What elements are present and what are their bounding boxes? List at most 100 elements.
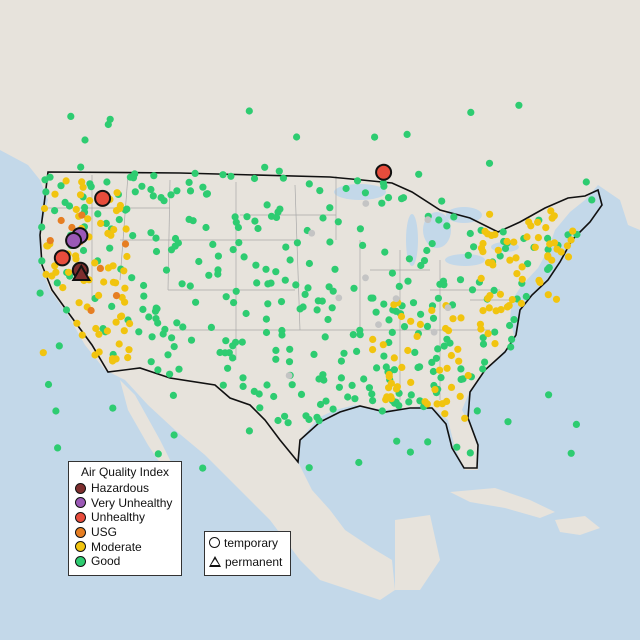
site-marker-good <box>435 216 443 224</box>
site-marker-good <box>417 310 425 318</box>
site-marker-good <box>263 201 271 209</box>
site-marker-good <box>214 252 222 260</box>
site-marker-moderate <box>72 255 80 263</box>
site-marker-good <box>456 276 465 284</box>
site-marker-moderate <box>447 383 456 391</box>
aqi-legend: Air Quality Index Hazardous Very Unhealth… <box>68 461 182 576</box>
circle-symbol-icon <box>209 537 220 548</box>
site-marker-good <box>416 363 424 371</box>
site-marker-moderate <box>73 319 81 327</box>
site-marker-moderate <box>531 243 539 251</box>
site-marker-good <box>545 264 553 272</box>
site-marker-moderate <box>492 307 500 315</box>
site-marker-moderate <box>442 324 450 333</box>
site-marker-good <box>459 375 467 383</box>
site-marker-good <box>219 381 227 389</box>
site-marker-moderate <box>39 349 47 357</box>
site-marker-good <box>423 246 431 255</box>
site-marker-good <box>316 400 325 409</box>
site-marker-moderate <box>464 371 472 380</box>
site-marker-moderate <box>125 346 133 354</box>
site-marker-good <box>369 397 377 405</box>
site-marker-good <box>470 243 478 251</box>
site-marker-moderate <box>485 304 493 312</box>
site-marker-good <box>277 298 286 306</box>
site-marker-no-data <box>335 294 343 302</box>
site-marker-good <box>202 223 210 232</box>
site-marker-good <box>54 444 62 452</box>
site-marker-good <box>67 112 75 120</box>
large-marker-unhealthy <box>94 189 112 207</box>
site-marker-good <box>473 407 481 415</box>
site-marker-good <box>355 458 363 467</box>
site-marker-moderate <box>122 225 130 233</box>
site-marker-moderate <box>72 205 80 214</box>
site-marker-moderate <box>534 234 543 242</box>
legend-swatch <box>75 541 86 553</box>
site-marker-good <box>296 305 304 313</box>
site-marker-moderate <box>487 231 496 239</box>
site-marker-good <box>185 178 193 186</box>
site-marker-moderate <box>447 351 455 360</box>
site-marker-good <box>274 416 282 425</box>
site-marker-good <box>150 172 158 180</box>
site-marker-moderate <box>476 320 484 328</box>
site-marker-moderate <box>553 245 561 253</box>
site-marker-good <box>372 308 380 316</box>
site-marker-good <box>61 198 69 206</box>
site-marker-good <box>42 188 50 196</box>
site-marker-good <box>148 333 156 341</box>
site-marker-moderate <box>518 275 526 283</box>
site-marker-good <box>453 443 461 451</box>
legend-row-unhealthy: Unhealthy <box>69 510 181 525</box>
site-marker-moderate <box>78 178 86 186</box>
legend-swatch <box>75 482 86 494</box>
legend-row-very-unhealthy: Very Unhealthy <box>69 496 181 511</box>
site-marker-good <box>329 287 337 295</box>
site-marker-good <box>52 407 60 415</box>
site-marker-no-data <box>362 274 369 282</box>
site-marker-moderate <box>423 400 431 408</box>
site-marker-moderate <box>92 324 100 333</box>
site-marker-moderate <box>536 278 544 286</box>
site-marker-moderate <box>124 354 132 362</box>
site-marker-good <box>423 322 432 330</box>
site-marker-good <box>293 239 301 247</box>
site-marker-good <box>286 345 294 353</box>
site-marker-good <box>224 364 232 372</box>
site-marker-good <box>192 298 200 306</box>
site-marker-good <box>235 239 243 247</box>
site-marker-good <box>348 381 356 389</box>
site-marker-moderate <box>523 233 531 241</box>
site-marker-good <box>221 349 229 357</box>
site-marker-good <box>522 292 530 301</box>
site-marker-moderate <box>517 299 526 308</box>
site-marker-good <box>278 326 286 335</box>
site-marker-good <box>324 315 332 324</box>
legend-swatch <box>75 511 86 523</box>
site-marker-good <box>55 342 63 350</box>
site-marker-good <box>272 346 280 354</box>
site-marker-moderate <box>546 240 554 248</box>
legend-row-temporary: temporary <box>205 534 290 551</box>
site-marker-good <box>261 163 269 171</box>
site-marker-good <box>282 243 290 251</box>
site-marker-good <box>440 342 448 350</box>
site-marker-good <box>297 390 306 398</box>
site-marker-good <box>232 287 240 295</box>
site-marker-good <box>420 257 429 265</box>
site-marker-good <box>466 229 474 238</box>
site-marker-moderate <box>486 210 494 218</box>
site-marker-good <box>381 248 389 256</box>
site-marker-moderate <box>449 315 457 323</box>
site-marker-good <box>434 294 442 302</box>
site-marker-good <box>409 299 418 307</box>
site-marker-good <box>161 325 169 333</box>
site-marker-moderate <box>455 357 463 365</box>
site-marker-moderate <box>567 236 575 244</box>
site-marker-usg <box>112 292 121 300</box>
site-marker-good <box>415 170 423 178</box>
legend-title: Air Quality Index <box>80 465 170 479</box>
site-marker-moderate <box>477 274 485 282</box>
site-marker-moderate <box>569 227 577 235</box>
